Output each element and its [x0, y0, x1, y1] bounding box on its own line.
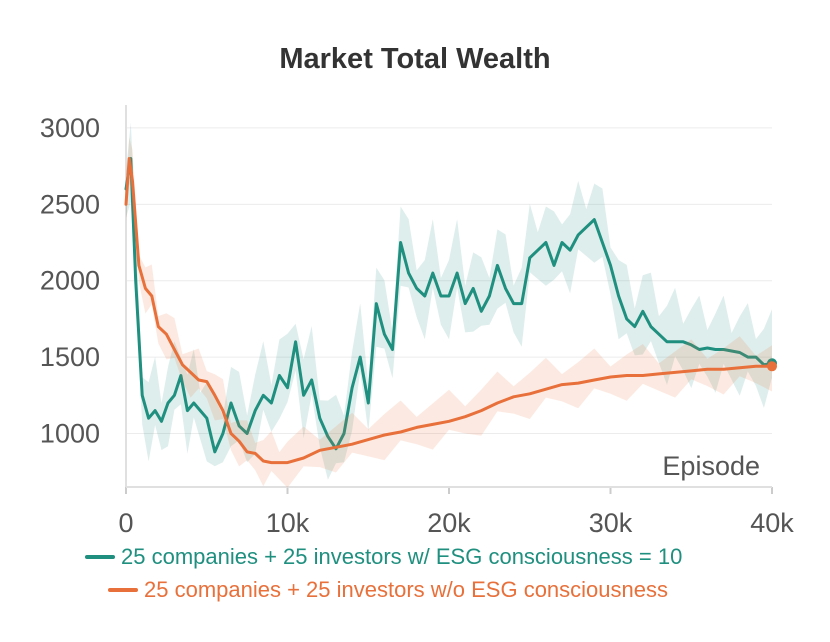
x-tick-labels: 0 10k 20k 30k 40k: [118, 487, 794, 538]
series-line-0: [124, 157, 774, 454]
y-tick-label: 3000: [40, 113, 100, 143]
legend-label: 25 companies + 25 investors w/ ESG consc…: [121, 544, 682, 569]
y-tick-label: 2000: [40, 266, 100, 296]
chart-title: Market Total Wealth: [279, 43, 550, 75]
x-tick-label: 0: [118, 508, 133, 538]
x-tick-label: 10k: [266, 508, 310, 538]
x-axis-label: Episode: [662, 451, 760, 481]
series-band-1: [126, 137, 772, 488]
legend-label: 25 companies + 25 investors w/o ESG cons…: [144, 577, 668, 602]
y-tick-label: 2500: [40, 189, 100, 219]
series-band-0: [126, 122, 772, 480]
series-end-point-1: [767, 361, 777, 372]
series-layer: [124, 122, 777, 488]
y-tick-label: 1500: [40, 342, 100, 372]
y-tick-label: 1000: [40, 419, 100, 449]
series-line-1: [124, 157, 774, 465]
x-tick-label: 20k: [427, 508, 471, 538]
grid-lines: [126, 127, 772, 435]
y-tick-labels: 1000 1500 2000 2500 3000: [40, 113, 100, 449]
x-tick-label: 40k: [750, 508, 794, 538]
legend: 25 companies + 25 investors w/ ESG consc…: [85, 544, 682, 602]
x-tick-label: 30k: [589, 508, 633, 538]
